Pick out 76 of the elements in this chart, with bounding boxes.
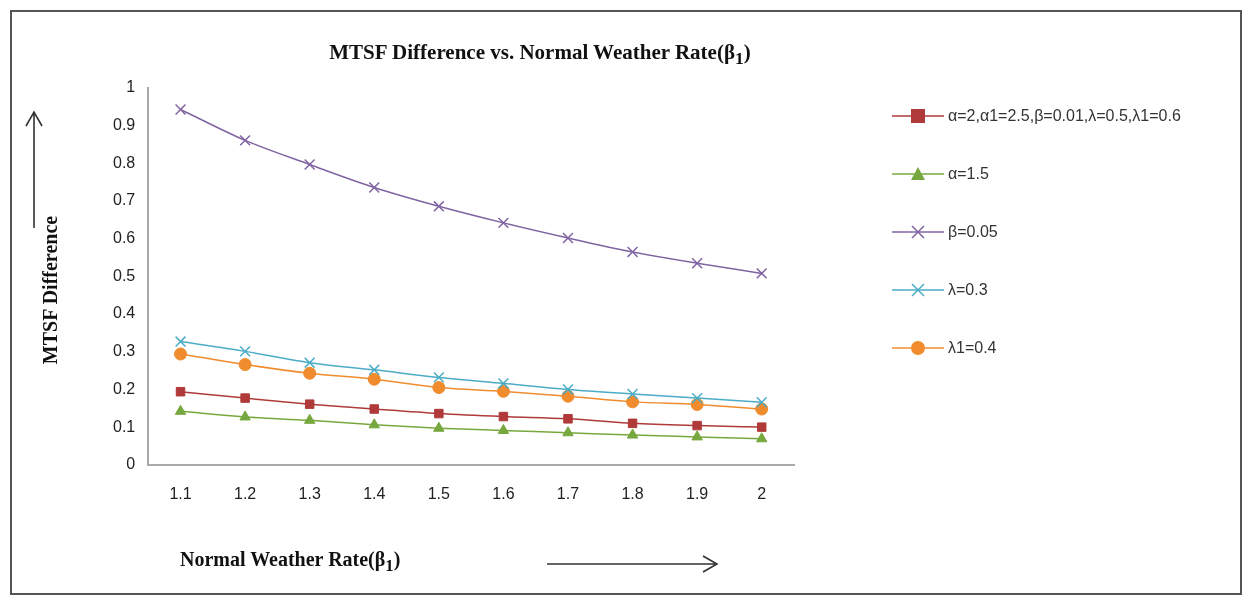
point (240, 393, 250, 403)
y-tick-label: 0.8 (112, 153, 136, 171)
point (562, 232, 574, 244)
legend-label: λ1=0.4 (948, 338, 997, 358)
x-tick-label: 1.4 (363, 484, 386, 502)
point (562, 383, 574, 396)
point (691, 430, 703, 441)
x-tick-label: 1.6 (492, 484, 515, 502)
legend-label: α=1.5 (948, 164, 989, 184)
point (174, 347, 188, 361)
point (562, 426, 574, 437)
point (756, 267, 768, 280)
y-axis-title: MTSF Difference (38, 215, 62, 365)
point (626, 428, 639, 439)
point (497, 217, 510, 229)
point (239, 134, 251, 147)
x-axis-title: Normal Weather Rate(β$_{1}$) (180, 548, 401, 576)
y-tick-label: 0.4 (112, 304, 136, 322)
y-tick-label: 1 (126, 78, 136, 96)
point (691, 392, 703, 404)
point (433, 200, 445, 213)
point (367, 372, 381, 386)
point (368, 418, 380, 429)
x-tick-label: 1.5 (427, 484, 451, 502)
point (497, 377, 510, 390)
x-tick-label: 1.2 (233, 484, 257, 502)
y-tick-label: 0 (126, 455, 136, 473)
point (691, 257, 703, 269)
y-tick-label: 0.1 (112, 417, 136, 435)
point (303, 413, 316, 424)
point (756, 432, 768, 443)
point (368, 364, 380, 376)
legend-label: λ=0.3 (948, 280, 988, 300)
point (626, 395, 640, 409)
point (497, 424, 510, 435)
point (239, 345, 251, 358)
point (433, 421, 445, 432)
point (303, 366, 317, 380)
y-tick-label: 0.6 (112, 229, 136, 247)
point (498, 411, 509, 422)
legend-label: β=0.05 (948, 222, 998, 242)
point (368, 181, 380, 194)
point (175, 386, 186, 397)
point (174, 404, 187, 415)
point (174, 103, 187, 116)
point (239, 410, 251, 421)
point (369, 404, 379, 414)
point (692, 420, 702, 431)
point (626, 246, 639, 258)
point (433, 371, 445, 384)
point (627, 418, 638, 429)
chart-title: MTSF Difference vs. Normal Weather Rate(β$_{1}$) (328, 40, 752, 70)
point (496, 384, 510, 398)
point (756, 396, 768, 408)
point (626, 388, 639, 400)
point (434, 408, 444, 419)
x-tick-label: 1.8 (621, 484, 644, 502)
x-tick-label: 1.9 (686, 484, 709, 502)
point (174, 335, 187, 348)
x-tick-label: 1.7 (556, 484, 580, 502)
point (563, 414, 573, 424)
point (756, 422, 767, 432)
x-tick-label: 2 (757, 484, 767, 502)
y-tick-label: 0.2 (112, 379, 136, 397)
point (238, 358, 252, 372)
x-tick-label: 1.3 (298, 484, 321, 502)
point (432, 381, 446, 395)
x-tick-label: 1.1 (169, 484, 192, 502)
legend-label: α=2,α1=2.5,β=0.01,λ=0.5,λ1=0.6 (948, 106, 1181, 126)
point (304, 399, 315, 409)
y-tick-label: 0.9 (112, 116, 136, 134)
y-tick-label: 0.7 (112, 191, 136, 209)
point (303, 158, 316, 171)
y-tick-label: 0.5 (112, 266, 136, 284)
point (303, 356, 316, 369)
y-tick-label: 0.3 (112, 342, 136, 360)
